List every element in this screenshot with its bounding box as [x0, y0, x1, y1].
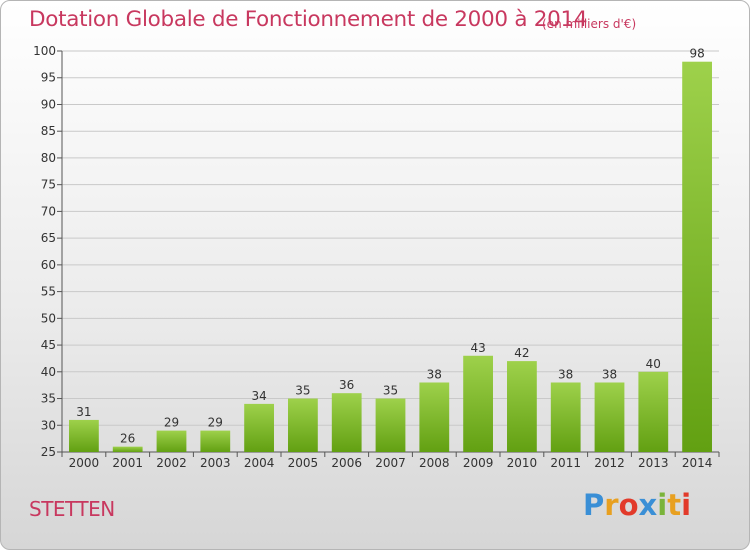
- x-tick-label: 2007: [375, 456, 406, 470]
- bar: [244, 403, 274, 452]
- data-label: 31: [76, 405, 91, 419]
- commune-name: STETTEN: [29, 497, 115, 521]
- y-tick-label: 40: [41, 365, 56, 379]
- x-tick-label: 2012: [594, 456, 625, 470]
- x-tick-label: 2002: [156, 456, 187, 470]
- data-label: 29: [164, 416, 179, 430]
- bar: [112, 446, 143, 452]
- bar: [200, 430, 231, 452]
- data-label: 43: [470, 341, 485, 355]
- y-tick-label: 25: [41, 445, 56, 459]
- labels: 25 30 35 40 45 50 55 60 65 70 75 80 85 90 95 100 31 2000 2…: [33, 44, 712, 470]
- data-label: 38: [427, 367, 442, 381]
- data-label: 34: [251, 389, 266, 403]
- proxiti-logo[interactable]: Proxiti: [583, 488, 691, 522]
- data-label: 40: [646, 357, 661, 371]
- y-tick-label: 90: [41, 97, 56, 111]
- y-tick-label: 95: [41, 71, 56, 85]
- data-label: 35: [383, 384, 398, 398]
- bar: [288, 398, 318, 452]
- bar: [594, 382, 625, 452]
- x-tick-label: 2004: [244, 456, 275, 470]
- y-tick-label: 30: [41, 418, 56, 432]
- bar: [375, 398, 406, 452]
- logo-letter: i: [681, 488, 692, 522]
- bar: [419, 382, 450, 452]
- x-tick-label: 2008: [419, 456, 450, 470]
- chart-title: Dotation Globale de Fonctionnement de 20…: [29, 7, 588, 32]
- y-tick-label: 100: [33, 44, 56, 58]
- bar: [331, 393, 362, 452]
- y-tick-label: 50: [41, 311, 56, 325]
- logo-letter: t: [667, 488, 682, 522]
- bars: [69, 61, 712, 453]
- logo-letter: o: [618, 488, 639, 522]
- bar: [463, 355, 493, 452]
- data-label: 38: [558, 367, 573, 381]
- bar: [156, 430, 187, 452]
- data-label: 26: [120, 432, 135, 446]
- x-tick-label: 2009: [463, 456, 494, 470]
- data-label: 98: [689, 47, 704, 61]
- x-tick-label: 2003: [200, 456, 231, 470]
- data-label: 42: [514, 346, 529, 360]
- data-label: 35: [295, 384, 310, 398]
- data-label: 36: [339, 378, 354, 392]
- data-label: 29: [208, 416, 223, 430]
- y-tick-label: 85: [41, 124, 56, 138]
- y-tick-label: 35: [41, 392, 56, 406]
- logo-letter: r: [604, 488, 619, 522]
- logo-letter: x: [638, 488, 658, 522]
- x-tick-label: 2000: [69, 456, 100, 470]
- x-tick-label: 2014: [682, 456, 713, 470]
- y-tick-label: 45: [41, 338, 56, 352]
- x-tick-label: 2001: [112, 456, 143, 470]
- y-tick-label: 75: [41, 178, 56, 192]
- bar: [550, 382, 581, 452]
- x-tick-label: 2013: [638, 456, 669, 470]
- bar: [682, 61, 712, 453]
- x-tick-label: 2010: [507, 456, 538, 470]
- y-tick-label: 55: [41, 285, 56, 299]
- y-tick-label: 70: [41, 204, 56, 218]
- x-tick-label: 2006: [331, 456, 362, 470]
- x-tick-label: 2011: [550, 456, 581, 470]
- x-tick-label: 2005: [288, 456, 319, 470]
- bar: [638, 371, 669, 452]
- y-tick-label: 65: [41, 231, 56, 245]
- logo-letter: i: [657, 488, 668, 522]
- y-tick-label: 80: [41, 151, 56, 165]
- bar: [69, 419, 99, 452]
- chart-unit: (en milliers d'€): [542, 17, 637, 31]
- logo-letter: P: [583, 488, 605, 522]
- y-tick-label: 60: [41, 258, 56, 272]
- data-label: 38: [602, 367, 617, 381]
- bar: [507, 361, 537, 452]
